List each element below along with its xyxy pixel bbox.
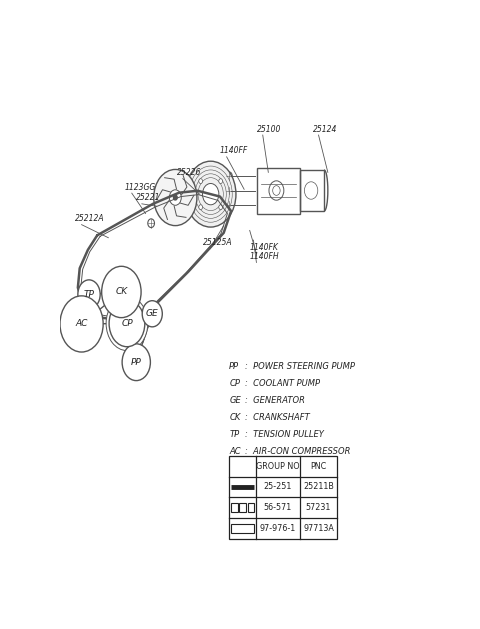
Circle shape — [78, 280, 100, 309]
Text: 97-976-1: 97-976-1 — [260, 524, 296, 533]
Circle shape — [148, 219, 155, 228]
Text: 25-251: 25-251 — [264, 482, 292, 491]
Circle shape — [106, 296, 148, 350]
Circle shape — [173, 195, 177, 200]
Circle shape — [60, 296, 103, 352]
Circle shape — [226, 201, 232, 209]
Text: TP: TP — [84, 290, 95, 299]
Circle shape — [219, 179, 223, 184]
Text: AC: AC — [229, 447, 241, 456]
Text: 25124: 25124 — [313, 125, 337, 133]
Text: :  CRANKSHAFT: : CRANKSHAFT — [245, 413, 310, 422]
Bar — [231, 524, 254, 533]
Text: 1140FF: 1140FF — [220, 147, 248, 155]
Text: TP: TP — [229, 430, 240, 439]
Text: :  TENSION PULLEY: : TENSION PULLEY — [245, 430, 324, 439]
Circle shape — [185, 161, 236, 227]
Text: :  POWER STEERING PUMP: : POWER STEERING PUMP — [245, 362, 355, 371]
Bar — [300, 170, 324, 211]
Circle shape — [154, 169, 197, 226]
Circle shape — [169, 190, 181, 205]
Circle shape — [226, 187, 232, 194]
Text: GE: GE — [229, 396, 241, 405]
Bar — [229, 455, 337, 539]
Text: CK: CK — [115, 287, 128, 296]
Text: 1140FH: 1140FH — [250, 252, 279, 261]
Text: 57231: 57231 — [306, 503, 331, 512]
Circle shape — [199, 204, 203, 209]
Text: 1123GG: 1123GG — [125, 182, 156, 192]
Circle shape — [219, 204, 223, 209]
Text: 25125A: 25125A — [203, 238, 233, 247]
Text: 25212A: 25212A — [75, 214, 105, 223]
Text: CP: CP — [121, 319, 133, 328]
Circle shape — [109, 300, 145, 347]
Text: AC: AC — [75, 320, 88, 328]
Text: GROUP NO: GROUP NO — [256, 462, 300, 470]
Text: :  AIR-CON COMPRESSOR: : AIR-CON COMPRESSOR — [245, 447, 350, 456]
Circle shape — [226, 172, 232, 180]
Text: 25211B: 25211B — [303, 482, 334, 491]
Circle shape — [122, 344, 150, 381]
Text: PP: PP — [131, 358, 142, 367]
Text: PNC: PNC — [311, 462, 327, 470]
Text: CK: CK — [229, 413, 240, 422]
Bar — [231, 503, 238, 512]
Circle shape — [199, 179, 203, 184]
Circle shape — [203, 184, 219, 205]
Text: 1140FK: 1140FK — [250, 243, 278, 252]
Text: 97713A: 97713A — [303, 524, 334, 533]
Text: PP: PP — [229, 362, 239, 371]
Text: CP: CP — [229, 379, 240, 388]
Circle shape — [142, 301, 162, 327]
Bar — [257, 167, 300, 213]
Text: GE: GE — [146, 309, 158, 318]
Text: 25226: 25226 — [177, 168, 202, 177]
Text: :  COOLANT PUMP: : COOLANT PUMP — [245, 379, 320, 388]
Bar — [240, 503, 246, 512]
Circle shape — [102, 266, 141, 318]
Bar — [248, 503, 254, 512]
Text: 25221: 25221 — [136, 193, 161, 203]
Text: :  GENERATOR: : GENERATOR — [245, 396, 305, 405]
Text: 56-571: 56-571 — [264, 503, 292, 512]
Text: 25100: 25100 — [257, 125, 282, 133]
